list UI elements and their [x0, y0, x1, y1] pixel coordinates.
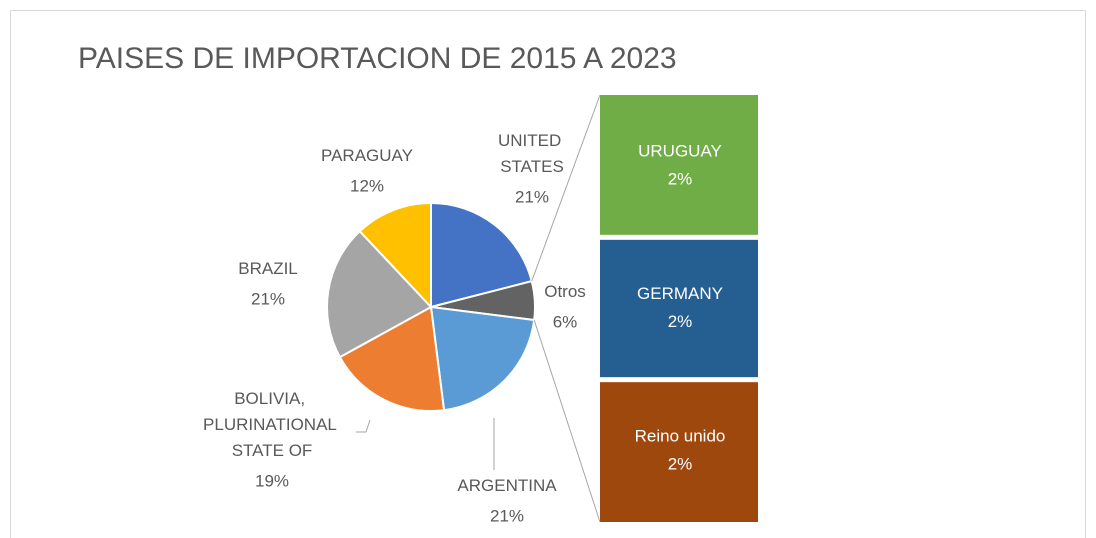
slice-value-label: 21% — [251, 289, 285, 308]
leader-line — [356, 419, 371, 433]
pie-slice — [358, 201, 432, 310]
slice-value-label: 6% — [553, 312, 578, 331]
bar-value-label: 2% — [668, 312, 693, 331]
bar-label: URUGUAY — [638, 142, 722, 161]
pie-slice — [429, 305, 536, 412]
connector-line — [531, 94, 601, 282]
connector-line — [533, 319, 601, 523]
slice-label: BOLIVIA, PLURINATIONAL STATE OF — [203, 389, 341, 460]
slice-label: Otros — [544, 282, 586, 301]
bar-segment — [600, 239, 758, 378]
chart-title: PAISES DE IMPORTACION DE 2015 A 2023 — [78, 42, 677, 75]
slice-label: ARGENTINA — [457, 476, 557, 495]
slice-value-label: 21% — [490, 506, 524, 525]
bar-label: Reino unido — [635, 426, 726, 445]
slice-value-label: 21% — [515, 187, 549, 206]
slice-value-label: 19% — [255, 471, 289, 490]
bar-value-label: 2% — [668, 170, 693, 189]
slice-label: BRAZIL — [238, 259, 298, 278]
bar-label: GERMANY — [637, 284, 723, 303]
chart-frame — [10, 10, 1086, 538]
pie-slice — [430, 201, 533, 309]
pie-slice — [326, 229, 433, 359]
bar-segment — [600, 382, 758, 522]
slice-label: UNITED STATES — [498, 131, 566, 176]
pie-slice — [338, 305, 446, 412]
bar-value-label: 2% — [668, 454, 693, 473]
bar-segment — [600, 95, 758, 235]
slice-label: PARAGUAY — [321, 146, 413, 165]
slice-value-label: 12% — [350, 176, 384, 195]
